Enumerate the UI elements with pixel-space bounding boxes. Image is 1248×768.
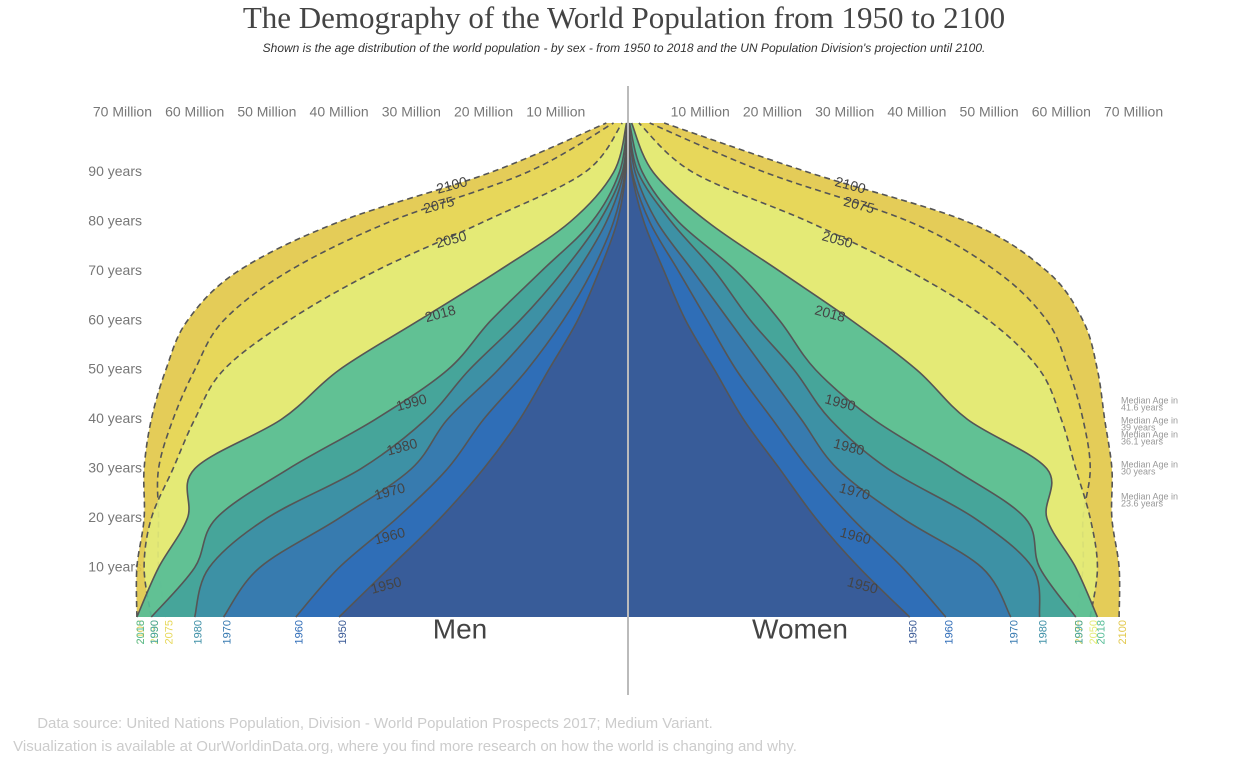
year-base-label: 2018 — [135, 620, 147, 644]
median-age-note: Median Age in — [1121, 395, 1178, 405]
median-age-note: 30 years — [1121, 466, 1156, 476]
population-line — [627, 122, 911, 618]
y-tick-label: 50 years — [88, 361, 142, 377]
year-line-label: 2100 — [833, 173, 867, 197]
y-tick-label: 60 years — [88, 311, 142, 327]
x-tick-label: 30 Million — [815, 104, 874, 120]
population-area — [339, 123, 628, 617]
population-line — [630, 122, 1099, 618]
population-line — [638, 122, 1099, 618]
year-line-label: 2050 — [434, 227, 468, 251]
year-base-label: 2050 — [149, 620, 161, 644]
population-line — [135, 122, 607, 618]
year-line-label: 1960 — [373, 524, 407, 548]
y-tick-label: 30 years — [88, 460, 142, 476]
population-line — [338, 122, 629, 618]
x-tick-label: 60 Million — [1032, 104, 1091, 120]
x-tick-label: 50 Million — [237, 104, 296, 120]
year-line-label: 2018 — [813, 302, 847, 326]
y-tick-label: 80 years — [88, 213, 142, 229]
year-line-label: 1950 — [846, 573, 880, 597]
year-line-label: 2050 — [820, 227, 854, 251]
median-age-note: 23.6 years — [1121, 498, 1164, 508]
x-tick-label: 70 Million — [93, 104, 152, 120]
year-base-label: 1980 — [1038, 620, 1050, 644]
year-line-label: 1980 — [385, 435, 419, 459]
y-tick-label: 20 years — [88, 509, 142, 525]
x-tick-label: 40 Million — [887, 104, 946, 120]
women-label: Women — [752, 613, 848, 644]
median-age-note: Median Age in — [1121, 491, 1178, 501]
year-line-label: 2018 — [423, 302, 457, 326]
year-line-label: 1970 — [373, 479, 407, 503]
population-line — [627, 122, 1012, 618]
median-age-note: Median Age in — [1121, 415, 1178, 425]
year-line-label: 1990 — [394, 390, 428, 414]
year-line-label: 1960 — [838, 524, 872, 548]
year-base-label: 2100 — [135, 620, 147, 644]
year-base-label: 1950 — [908, 620, 920, 644]
chart-title: The Demography of the World Population f… — [243, 0, 1005, 35]
median-age-note: Median Age in — [1121, 429, 1178, 439]
year-base-label: 1960 — [944, 620, 956, 644]
population-line — [150, 122, 629, 618]
year-base-label: 1990 — [1074, 620, 1086, 644]
population-line — [628, 122, 1077, 618]
year-line-label: 1980 — [832, 435, 866, 459]
year-line-label: 1950 — [369, 573, 403, 597]
y-tick-label: 40 years — [88, 410, 142, 426]
population-line — [649, 122, 1092, 618]
population-line — [143, 122, 623, 618]
y-tick-label: 10 years — [88, 558, 142, 574]
median-age-note: 39 years — [1121, 422, 1156, 432]
year-base-label: 1970 — [1009, 620, 1021, 644]
population-line — [627, 122, 947, 618]
x-tick-label: 10 Million — [526, 104, 585, 120]
x-tick-label: 10 Million — [671, 104, 730, 120]
year-base-label: 2075 — [164, 620, 176, 644]
median-age-note: Median Age in — [1121, 459, 1178, 469]
men-label: Men — [433, 613, 487, 644]
x-tick-label: 20 Million — [454, 104, 513, 120]
population-line — [136, 122, 628, 618]
note: Visualization is available at OurWorldin… — [13, 738, 797, 755]
x-tick-label: 50 Million — [960, 104, 1019, 120]
year-line-label: 1990 — [823, 391, 857, 415]
population-line — [193, 122, 629, 618]
year-base-label: 1990 — [149, 620, 161, 644]
year-line-label: 2075 — [422, 193, 456, 217]
median-age-note: 41.6 years — [1121, 402, 1164, 412]
y-tick-label: 90 years — [88, 163, 142, 179]
x-tick-label: 60 Million — [165, 104, 224, 120]
year-line-label: 2075 — [842, 193, 876, 217]
source: Data source: United Nations Population, … — [37, 715, 713, 732]
x-tick-label: 70 Million — [1104, 104, 1163, 120]
x-tick-label: 40 Million — [310, 104, 369, 120]
population-area — [628, 123, 910, 617]
population-line — [295, 122, 629, 618]
year-base-label: 1980 — [193, 620, 205, 644]
median-age-note: 36.1 years — [1121, 436, 1164, 446]
year-base-label: 2050 — [1088, 620, 1100, 644]
year-base-label: 2075 — [1074, 620, 1086, 644]
population-line — [663, 122, 1121, 618]
year-base-label: 2018 — [1095, 620, 1107, 644]
year-line-label: 2100 — [435, 173, 469, 197]
chart-subtitle: Shown is the age distribution of the wor… — [263, 41, 986, 55]
year-base-label: 1970 — [221, 620, 233, 644]
year-base-label: 1960 — [294, 620, 306, 644]
population-line — [156, 122, 614, 618]
year-base-label: 1950 — [337, 620, 349, 644]
x-tick-label: 20 Million — [743, 104, 802, 120]
population-line — [627, 122, 1041, 618]
x-tick-label: 30 Million — [382, 104, 441, 120]
population-line — [222, 122, 629, 618]
year-base-label: 2100 — [1117, 620, 1129, 644]
y-tick-label: 70 years — [88, 262, 142, 278]
year-line-label: 1970 — [838, 479, 872, 503]
